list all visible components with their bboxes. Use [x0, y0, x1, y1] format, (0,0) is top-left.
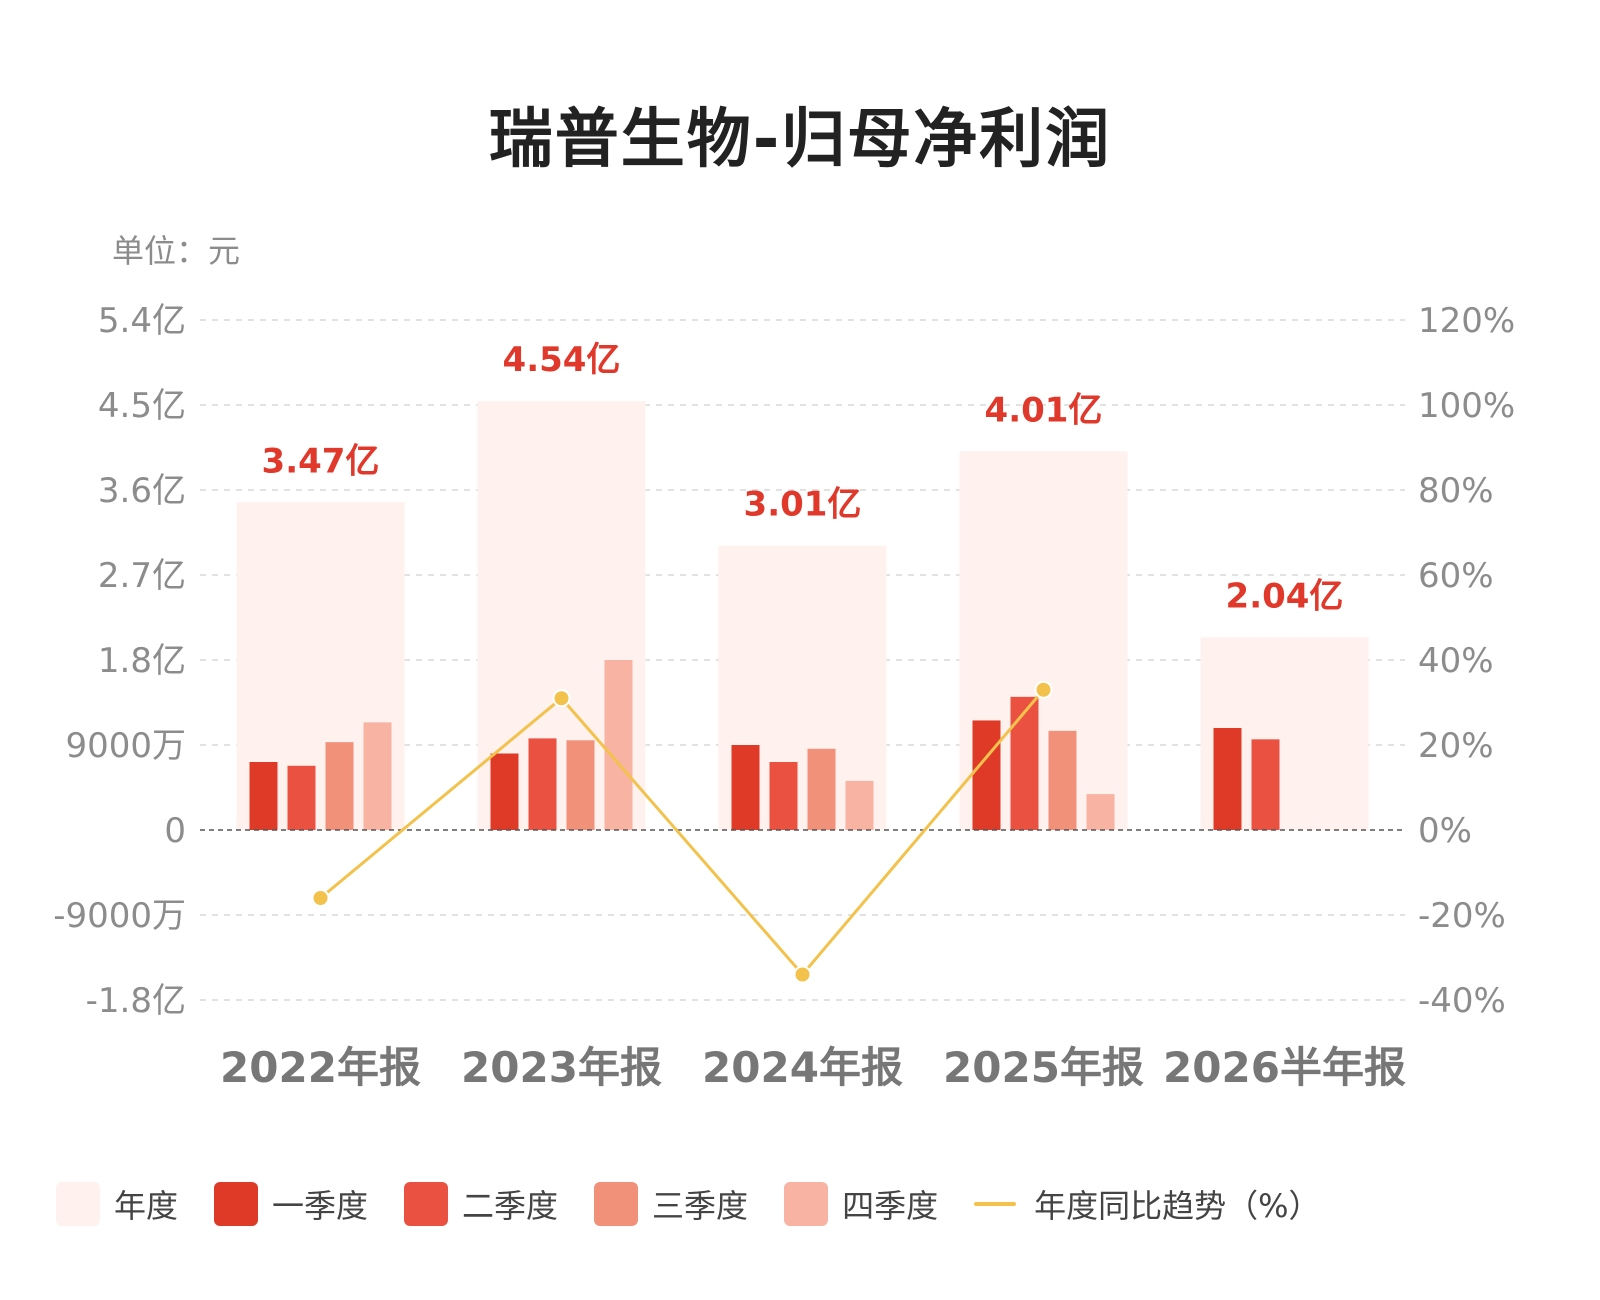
legend-label: 四季度: [842, 1187, 939, 1225]
legend: 年度 一季度 二季度 三季度 四季度 年度同比趋势（%）: [56, 1180, 1556, 1228]
category-label: 2023年报: [461, 1043, 662, 1092]
left-tick-label: 4.5亿: [98, 386, 186, 426]
left-tick-label: 0: [164, 811, 186, 851]
right-tick-label: -40%: [1418, 981, 1506, 1021]
trend-line: [319, 688, 1045, 977]
annual-value-label: 3.47亿: [262, 441, 380, 481]
annual-value-label: 4.01亿: [985, 390, 1103, 430]
q2-bar: [287, 765, 316, 830]
legend-item-q1: 一季度: [214, 1181, 368, 1227]
q2-bar: [1010, 696, 1039, 830]
right-tick-label: 60%: [1418, 556, 1494, 596]
right-tick-label: -20%: [1418, 896, 1506, 936]
q1-bar: [972, 720, 1001, 830]
annual-value-label: 4.54亿: [503, 340, 621, 380]
legend-item-annual: 年度: [56, 1181, 178, 1227]
chart-title: 瑞普生物-归母净利润: [488, 103, 1112, 177]
q1-bar: [1213, 728, 1242, 830]
q4-bar: [845, 780, 874, 830]
annual-value-label: 2.04亿: [1226, 576, 1344, 616]
q1-bar: [490, 753, 519, 830]
right-tick-label: 100%: [1418, 386, 1515, 426]
legend-swatch: [56, 1182, 100, 1226]
trend-point: [793, 965, 812, 984]
legend-item-q4: 四季度: [784, 1181, 938, 1227]
unit-label: 单位：元: [112, 232, 241, 270]
category-label: 2022年报: [220, 1043, 421, 1092]
category-label: 2024年报: [702, 1043, 903, 1092]
q2-bar: [769, 762, 798, 830]
legend-swatch: [404, 1182, 449, 1226]
right-tick-label: 0%: [1418, 811, 1472, 851]
right-tick-label: 40%: [1418, 641, 1494, 681]
legend-item-q2: 二季度: [404, 1181, 558, 1227]
trend-point: [311, 889, 330, 907]
category-label: 2025年报: [943, 1043, 1144, 1092]
trend-point: [552, 689, 571, 708]
right-tick-label: 80%: [1418, 471, 1494, 511]
legend-label: 年度: [114, 1187, 179, 1225]
q4-bar: [363, 722, 392, 830]
left-tick-label: 1.8亿: [98, 641, 186, 681]
q3-bar: [566, 740, 595, 830]
left-tick-label: 2.7亿: [98, 556, 186, 596]
legend-swatch: [594, 1182, 639, 1226]
left-tick-label: 9000万: [65, 726, 186, 766]
legend-label: 一季度: [272, 1187, 369, 1225]
q2-bar: [528, 738, 557, 830]
q2-bar: [1251, 739, 1280, 830]
left-tick-label: 5.4亿: [98, 301, 186, 341]
trend-point: [1034, 680, 1053, 699]
q4-bar: [604, 660, 633, 830]
legend-item-q3: 三季度: [594, 1181, 748, 1227]
category-label: 2026半年报: [1163, 1043, 1406, 1092]
legend-swatch: [974, 1202, 1017, 1206]
left-tick-label: 3.6亿: [98, 471, 186, 511]
legend-swatch: [784, 1182, 829, 1226]
legend-swatch: [214, 1182, 259, 1226]
q3-bar: [325, 742, 354, 830]
q3-bar: [807, 748, 836, 830]
legend-label: 三季度: [652, 1187, 749, 1225]
q1-bar: [731, 745, 760, 830]
legend-label: 年度同比趋势（%）: [1034, 1187, 1321, 1225]
right-tick-label: 20%: [1418, 726, 1494, 766]
q3-bar: [1048, 730, 1077, 830]
legend-label: 二季度: [462, 1187, 559, 1225]
q1-bar: [249, 762, 278, 830]
q4-bar: [1086, 794, 1115, 830]
right-tick-label: 120%: [1418, 301, 1515, 341]
legend-item-trend: 年度同比趋势（%）: [974, 1181, 1321, 1227]
left-tick-label: -9000万: [53, 896, 186, 936]
annual-value-label: 3.01亿: [744, 485, 862, 525]
left-tick-label: -1.8亿: [86, 981, 186, 1021]
